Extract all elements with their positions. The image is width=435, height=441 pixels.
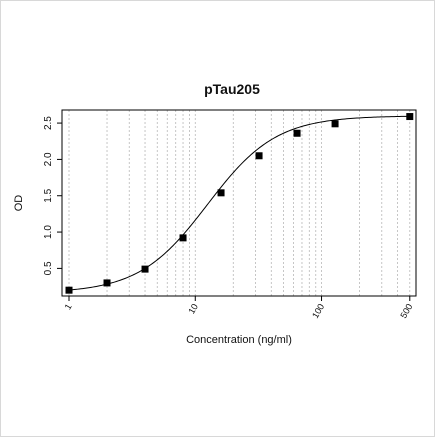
y-tick-label: 2.5 — [43, 116, 54, 130]
x-tick-label: 100 — [310, 302, 326, 320]
y-tick-label: 1.5 — [43, 188, 54, 202]
grid-lines — [68, 110, 411, 296]
data-point — [179, 234, 187, 242]
chart-title: pTau205 — [204, 81, 260, 97]
y-tick-label: 0.5 — [43, 261, 54, 275]
data-point — [293, 129, 301, 137]
x-tick-label: 500 — [398, 302, 414, 320]
x-axis-label: Concentration (ng/ml) — [186, 334, 292, 346]
x-tick-label: 10 — [186, 302, 200, 316]
data-point — [141, 265, 149, 273]
data-point — [103, 279, 111, 287]
data-points — [65, 113, 414, 294]
y-tick-label: 2.0 — [43, 152, 54, 166]
y-axis-label: OD — [13, 195, 25, 212]
plot-box — [61, 109, 417, 297]
fit-curve — [68, 115, 410, 291]
data-point — [255, 152, 263, 160]
y-axis: 0.5 1.0 1.5 2.0 2.5 — [43, 116, 62, 275]
data-point — [406, 113, 414, 121]
y-tick-label: 1.0 — [43, 225, 54, 239]
x-axis: 1 10 100 500 — [63, 296, 415, 320]
data-point — [331, 120, 339, 128]
data-point — [65, 286, 73, 294]
x-tick-label: 1 — [63, 302, 74, 311]
data-point — [217, 189, 225, 197]
